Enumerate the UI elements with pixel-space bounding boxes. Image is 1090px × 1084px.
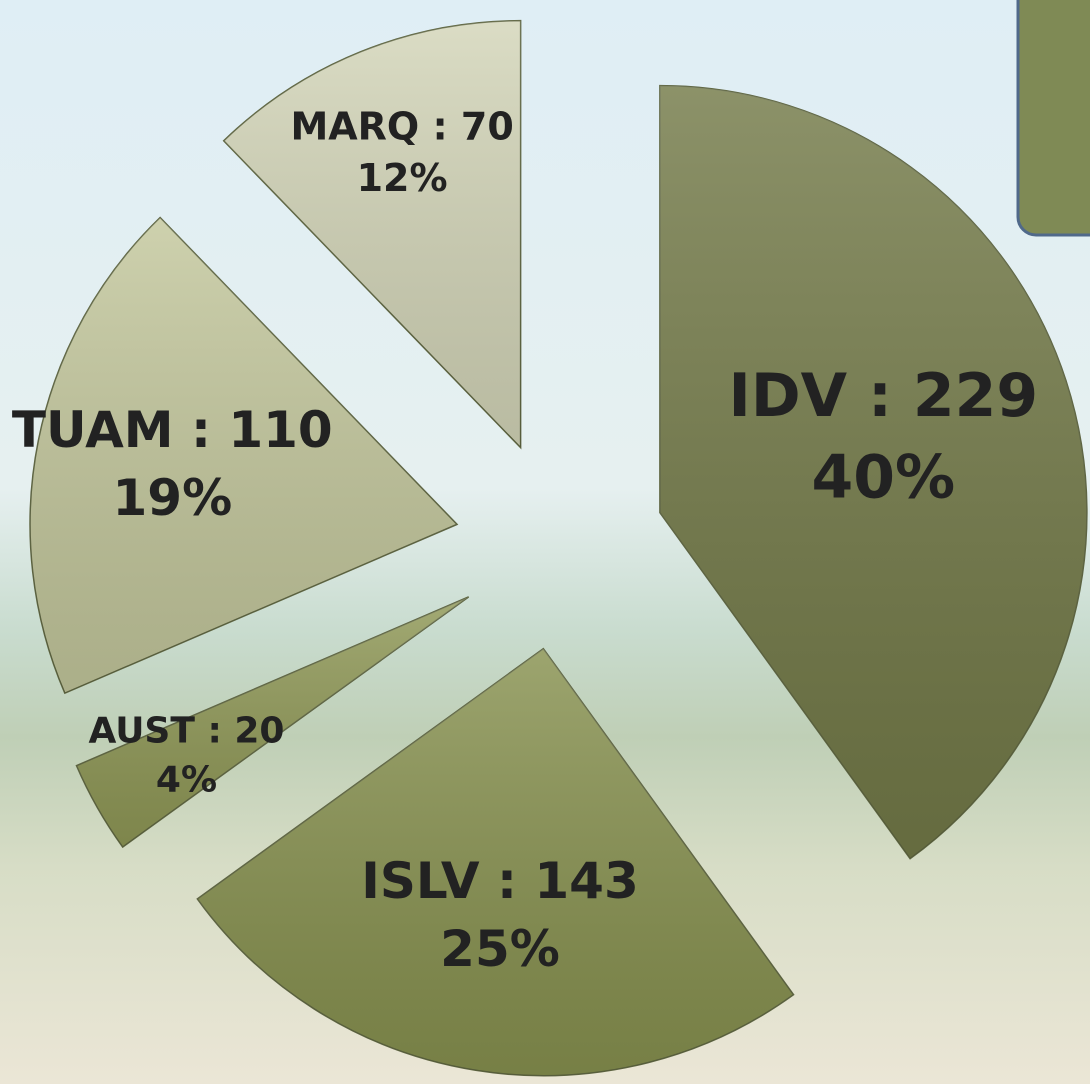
slice-percent: 25% [440,920,560,978]
slice-label: TUAM : 110 [12,401,333,459]
slice-percent: 12% [357,156,448,200]
pie: IDV : 229 40% ISLV : 143 25% AUST : 20 4% TUAM… [12,19,1088,1077]
slice-percent: 19% [112,469,232,527]
slice-shade [30,217,458,694]
slice-shade [197,648,794,1076]
slice-shade [659,85,1087,859]
slice-shade [76,596,469,848]
slice-label: ISLV : 143 [361,852,638,910]
slice-label: MARQ : 70 [290,104,513,148]
slice-shade [223,20,521,448]
slice-label: AUST : 20 [88,711,284,752]
slice-label: IDV : 229 [729,361,1039,431]
slice-percent: 4% [156,760,217,801]
legend-box [1016,0,1090,237]
slice-percent: 40% [812,443,956,513]
